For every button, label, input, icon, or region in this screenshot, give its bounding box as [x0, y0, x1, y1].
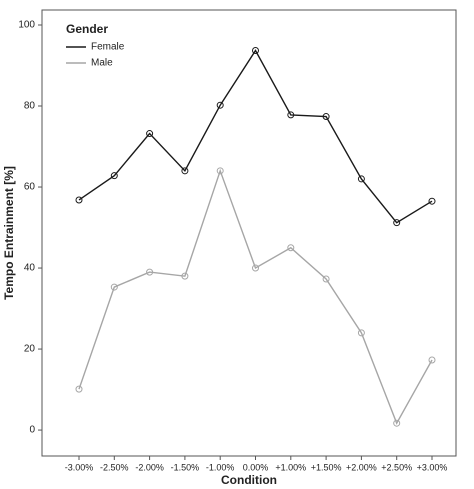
y-tick-label: 20	[24, 344, 36, 355]
point-marker	[393, 219, 401, 227]
point-marker	[393, 419, 401, 427]
point-marker	[287, 244, 295, 252]
x-tick-label: -1.00%	[206, 462, 235, 472]
x-tick-label: -2.00%	[135, 462, 164, 472]
x-tick-label: +1.50%	[311, 462, 342, 472]
y-axis-title: Tempo Entrainment [%]	[2, 166, 16, 300]
plot-frame	[41, 9, 457, 457]
point-marker	[110, 283, 118, 291]
x-tick-label: +2.00%	[346, 462, 377, 472]
point-marker	[181, 167, 189, 175]
x-tick-label: -1.50%	[171, 462, 200, 472]
legend-title: Gender	[66, 22, 108, 36]
point-marker	[110, 172, 118, 180]
series-line	[78, 49, 433, 224]
point-marker	[146, 130, 154, 138]
point-marker	[75, 385, 83, 393]
y-tick-label: 40	[24, 263, 36, 274]
series-line	[78, 168, 433, 425]
point-marker	[216, 101, 224, 109]
x-tick-label: +1.00%	[275, 462, 306, 472]
legend-label: Male	[91, 58, 113, 69]
point-marker	[252, 264, 259, 272]
x-axis-title: Condition	[221, 473, 277, 487]
x-tick-label: -2.50%	[100, 462, 129, 472]
y-tick-label: 0	[29, 425, 35, 436]
point-marker	[428, 197, 436, 205]
x-tick-label: +2.50%	[381, 462, 412, 472]
point-marker	[146, 268, 154, 276]
y-tick-label: 60	[24, 182, 36, 193]
x-tick-label: +3.00%	[417, 462, 448, 472]
x-tick-label: -3.00%	[65, 462, 94, 472]
point-marker	[357, 175, 365, 183]
point-marker	[252, 47, 259, 55]
point-marker	[287, 111, 295, 119]
point-marker	[181, 272, 189, 280]
point-marker	[322, 113, 330, 121]
x-tick-label: 0.00%	[243, 462, 269, 472]
point-marker	[216, 167, 224, 175]
y-tick-label: 100	[18, 20, 35, 31]
legend-label: Female	[91, 42, 125, 53]
point-marker	[428, 356, 436, 364]
point-marker	[75, 196, 83, 204]
point-marker	[322, 275, 330, 283]
point-marker	[357, 329, 365, 337]
y-tick-label: 80	[24, 101, 36, 112]
